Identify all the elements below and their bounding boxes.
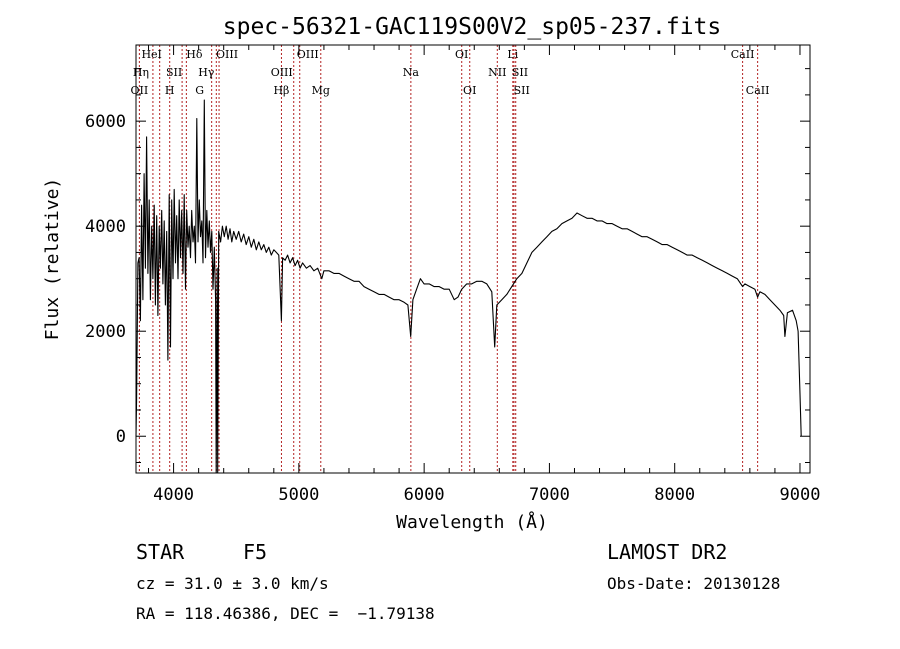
line-marker-label: H [165,84,175,97]
x-tick-label: 6000 [404,485,445,505]
emission-line-markers: OIIHηHeIHSIIHδGHγOIIIHβOIIIOIIIMgNaOIOIN… [131,45,770,473]
line-marker-label: HeI [141,48,161,61]
y-tick-label: 0 [116,427,126,447]
line-marker-label: G [195,84,204,97]
line-marker-label: Hη [133,66,149,79]
survey-name: LAMOST DR2 [607,540,728,564]
line-marker-label: OI [455,48,468,61]
x-tick-label: 4000 [153,485,194,505]
line-marker-label: OIII [216,48,238,61]
line-marker-label: OI [463,84,476,97]
line-marker-label: Hγ [198,66,215,79]
line-marker-label: OIII [271,66,293,79]
spectrum-series [135,99,802,474]
observation-date: Obs-Date: 20130128 [607,574,781,593]
x-tick-label: 8000 [654,485,695,505]
line-marker-label: SII [514,84,530,97]
line-marker-label: CaII [731,48,755,61]
line-marker-label: OIII [297,48,319,61]
chart-title: spec-56321-GAC119S00V2_sp05-237.fits [223,14,722,40]
y-axis-label: Flux (relative) [42,178,63,341]
line-marker-label: Hβ [273,84,289,97]
plot-frame [135,44,811,474]
coordinates: RA = 118.46386, DEC = −1.79138 [136,604,435,623]
x-tick-label: 9000 [780,485,821,505]
object-class: STAR [136,540,185,564]
line-marker-label: SII [512,66,528,79]
x-tick-label: 7000 [529,485,570,505]
line-marker-label: Na [403,66,420,79]
redshift-cz: cz = 31.0 ± 3.0 km/s [136,574,329,593]
y-tick-label: 2000 [85,322,126,342]
y-tick-label: 4000 [85,217,126,237]
line-marker-label: CaII [746,84,770,97]
line-marker-label: OII [131,84,149,97]
line-marker-label: Mg [312,84,330,97]
x-tick-label: 5000 [278,485,319,505]
y-axis-ticks: 0 2000 4000 6000 [85,68,810,463]
spectral-subclass: F5 [243,540,268,564]
line-marker-label: NII [488,66,506,79]
line-marker-label: Hδ [186,48,203,61]
x-axis-label: Wavelength (Å) [396,511,548,533]
line-marker-label: Li [507,48,518,61]
line-marker-label: SII [166,66,182,79]
x-axis-ticks: 4000 5000 6000 7000 8000 9000 [148,45,821,505]
y-tick-label: 6000 [85,112,126,132]
